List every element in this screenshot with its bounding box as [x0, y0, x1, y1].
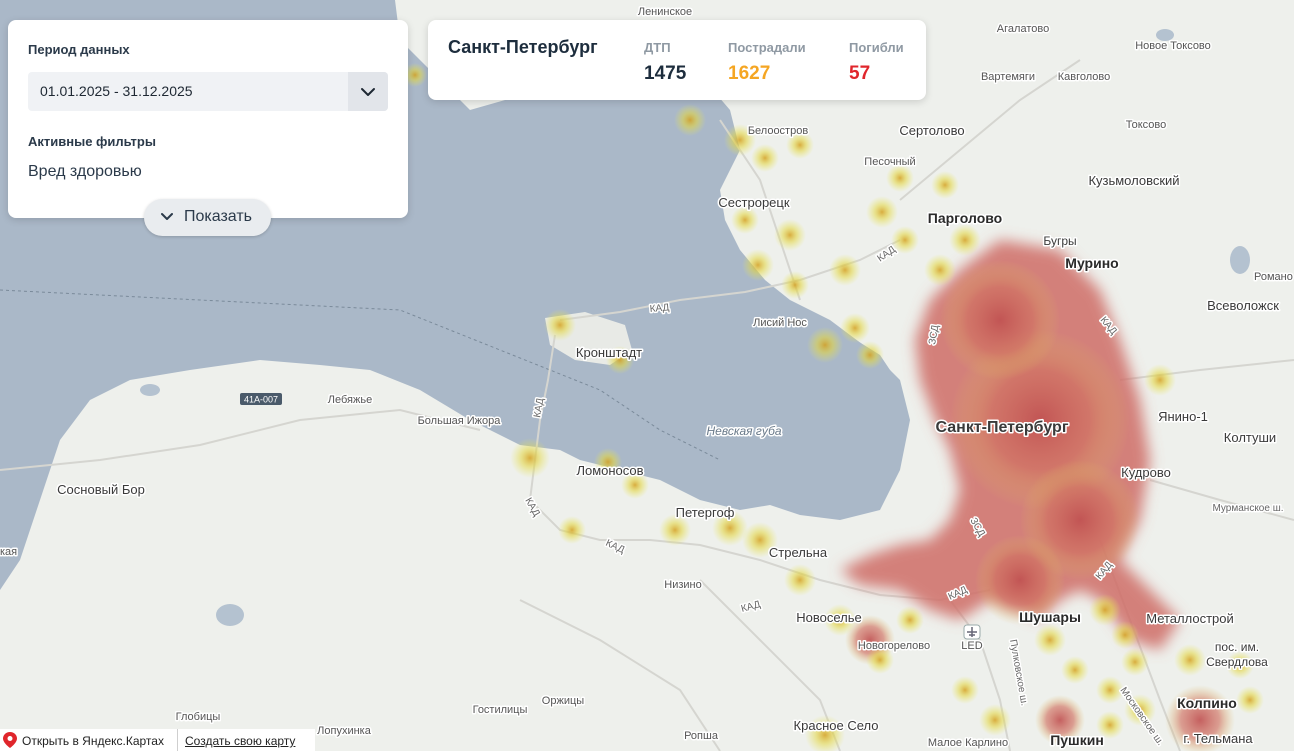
chevron-down-icon [361, 88, 375, 96]
place-label: Стрельна [769, 545, 828, 560]
place-label: Низино [664, 579, 701, 591]
place-labels: Ленинское Агалатово Новое Токсово Вартем… [0, 5, 1294, 751]
place-label: г. Тельмана [1183, 731, 1253, 746]
accident-heatmap [403, 63, 1264, 751]
place-label: Колпино [1177, 695, 1237, 711]
create-map-link[interactable]: Создать свою карту [185, 734, 296, 748]
place-label: Ломоносов [576, 463, 643, 478]
show-button[interactable]: Показать [144, 199, 271, 236]
place-label: Всеволожск [1207, 298, 1279, 313]
place-label: Янино-1 [1158, 409, 1208, 424]
place-label: Бугры [1043, 234, 1076, 248]
place-label: Малое Карлино [928, 737, 1008, 749]
airport-icon [963, 624, 981, 640]
place-label: Металлострой [1146, 611, 1234, 626]
place-label: Глобицы [176, 711, 221, 723]
lake [140, 384, 160, 396]
active-filters-label: Активные фильтры [28, 134, 156, 149]
place-label: пос. им. [1215, 640, 1259, 654]
open-in-yandex-link[interactable]: Открыть в Яндекс.Картах [0, 729, 173, 751]
period-value: 01.01.2025 - 31.12.2025 [40, 83, 193, 99]
period-label: Период данных [28, 42, 130, 57]
place-label: Кавголово [1058, 71, 1111, 83]
place-label: Пушкин [1050, 732, 1104, 748]
stat-label-accidents: ДТП [644, 40, 671, 55]
city-label: Санкт-Петербург [936, 419, 1069, 436]
lake [216, 604, 244, 626]
place-label: Новое Токсово [1135, 40, 1211, 52]
place-label: Ропша [684, 730, 719, 742]
stat-label-injured: Пострадали [728, 40, 806, 55]
place-label: Лебяжье [328, 394, 372, 406]
maritime-boundary [0, 289, 721, 461]
place-label: кая [0, 546, 17, 558]
active-filter-value: Вред здоровью [28, 163, 142, 180]
road-label: Мурманское ш. [1212, 503, 1283, 514]
place-label: Сестрорецк [718, 195, 789, 210]
place-label: Красное Село [794, 718, 879, 733]
place-label: Парголово [928, 210, 1002, 226]
place-label: Петергоф [676, 505, 735, 520]
place-label: Кронштадт [576, 345, 642, 360]
place-label: Агалатово [997, 23, 1049, 35]
place-label: Романо [1254, 271, 1293, 283]
place-label: Сертолово [899, 123, 964, 138]
map-pin-icon [3, 732, 17, 748]
place-label: Ленинское [638, 6, 692, 18]
place-label: Лопухинка [317, 725, 372, 737]
stat-value-accidents: 1475 [644, 63, 687, 84]
place-label: Мурино [1065, 255, 1118, 271]
stats-panel: Санкт-Петербург ДТП 1475 Пострадали 1627… [428, 20, 926, 100]
place-label: Вартемяги [981, 71, 1035, 83]
open-in-yandex-label: Открыть в Яндекс.Картах [22, 734, 164, 748]
water-label: Невская губа [706, 424, 781, 438]
road-label: КАД [532, 397, 546, 418]
filter-panel: Период данных 01.01.2025 - 31.12.2025 Ак… [8, 20, 408, 218]
lake [1230, 246, 1250, 274]
period-select[interactable]: 01.01.2025 - 31.12.2025 [28, 72, 388, 111]
place-label: Сосновый Бор [57, 482, 145, 497]
place-label: Гостилицы [473, 704, 528, 716]
stat-value-injured: 1627 [728, 63, 771, 84]
place-label: Лисий Нос [753, 317, 807, 329]
place-label: Большая Ижора [418, 415, 502, 427]
place-label: Оржицы [542, 695, 584, 707]
place-label: Шушары [1019, 609, 1081, 625]
road-label: ЗСД [927, 324, 941, 346]
place-label: Песочный [864, 156, 915, 168]
chevron-down-icon [161, 213, 173, 220]
map-footer: Открыть в Яндекс.Картах Создать свою кар… [0, 729, 315, 751]
stat-value-killed: 57 [849, 63, 871, 84]
place-label: Белоостров [748, 125, 809, 137]
show-button-label: Показать [184, 208, 253, 225]
place-label: Новогорелово [858, 640, 930, 652]
stat-label-killed: Погибли [849, 40, 904, 55]
place-label: Новоселье [796, 610, 862, 625]
road-41a-label: 41А-007 [244, 395, 278, 405]
city-title: Санкт-Петербург [448, 37, 598, 57]
footer-divider [177, 729, 178, 751]
place-label: Токсово [1126, 119, 1167, 131]
lake [1156, 29, 1174, 41]
place-label: Колтуши [1224, 430, 1276, 445]
road-shield-41a: 41А-007 [240, 393, 282, 405]
place-label: Кудрово [1121, 465, 1171, 480]
place-label: Свердлова [1206, 655, 1268, 669]
airport-label: LED [961, 640, 982, 652]
period-dropdown-button[interactable] [348, 72, 388, 111]
place-label: Кузьмоловский [1088, 173, 1179, 188]
road-label: КАД [649, 302, 670, 315]
